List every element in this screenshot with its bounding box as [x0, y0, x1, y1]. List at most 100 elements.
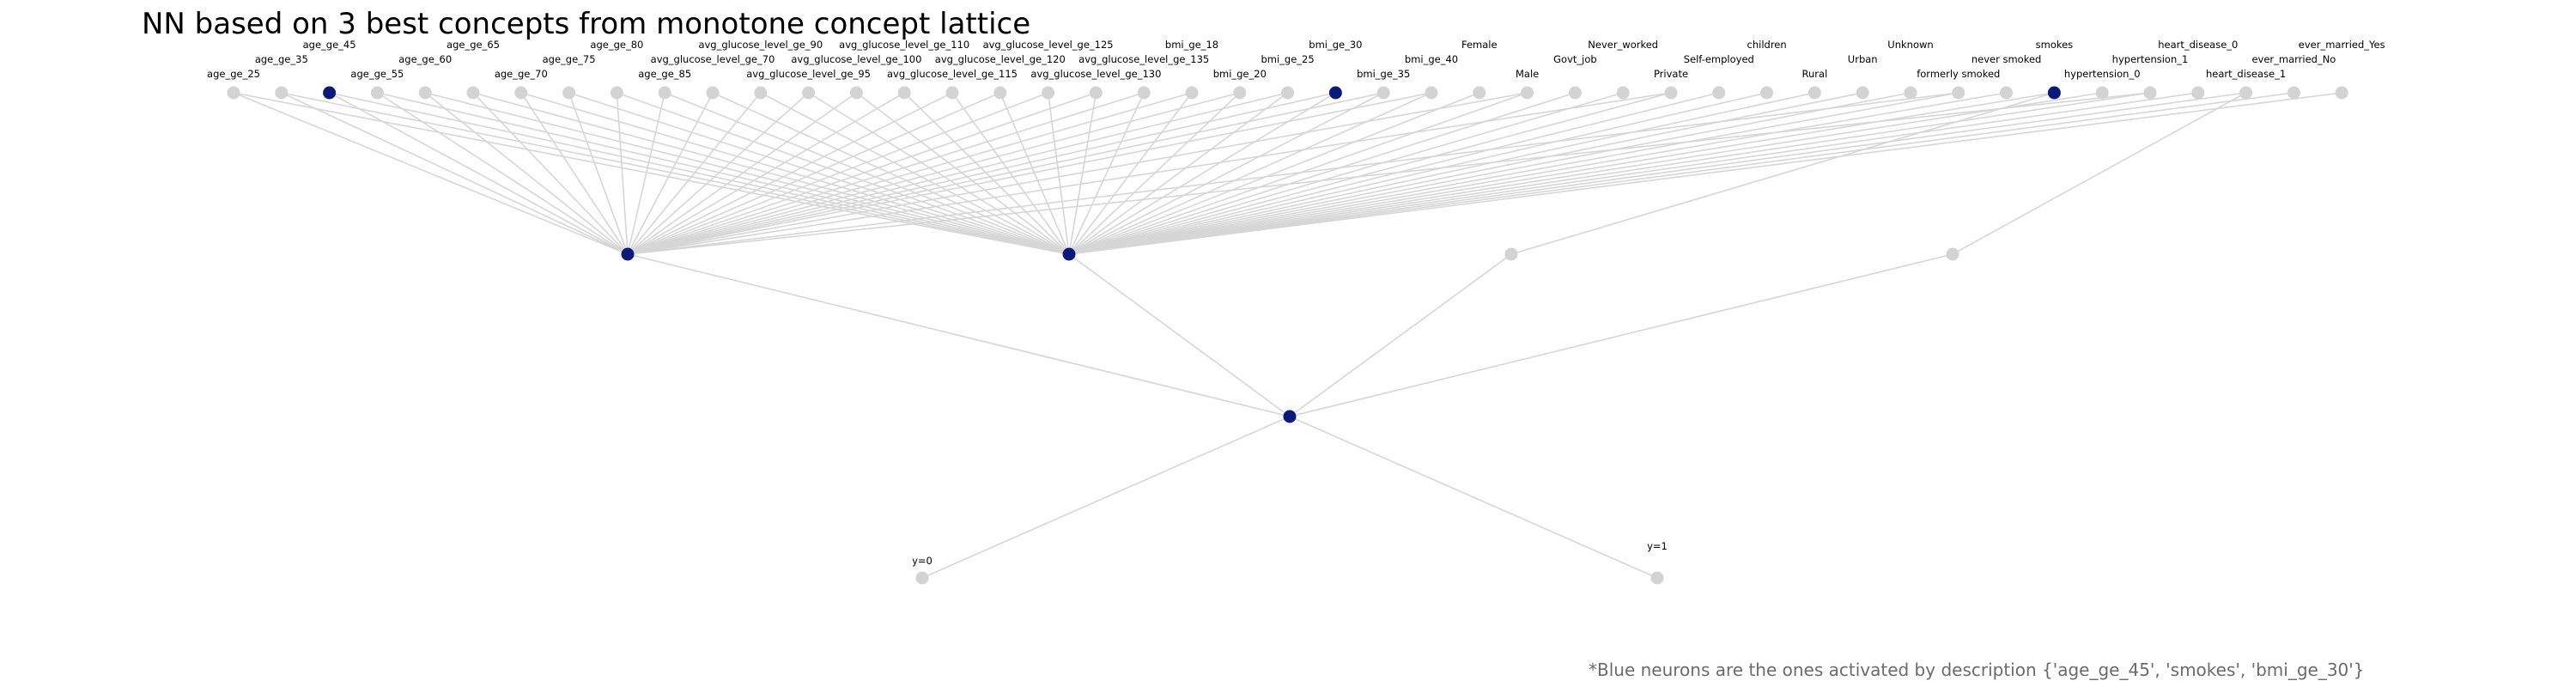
edge	[425, 92, 1070, 255]
neuron	[1521, 86, 1534, 100]
input-label: age_ge_45	[303, 39, 356, 51]
edge	[376, 92, 629, 255]
edge	[627, 92, 1048, 255]
neuron	[945, 86, 959, 100]
edge	[329, 92, 629, 255]
edge	[1068, 92, 1767, 255]
neuron-active	[323, 86, 337, 100]
input-label: age_ge_65	[447, 39, 500, 51]
neuron	[1807, 86, 1821, 100]
edge	[760, 92, 1070, 255]
label-layer: age_ge_25 age_ge_35 age_ge_45 age_ge_55 age_…	[207, 39, 2385, 567]
input-label: heart_disease_1	[2206, 68, 2286, 80]
edge	[664, 92, 1070, 255]
input-label: age_ge_25	[207, 68, 260, 80]
edge	[233, 92, 1070, 255]
input-label: smokes	[2036, 39, 2074, 51]
input-label: Unknown	[1887, 39, 1933, 51]
edge	[1068, 92, 2007, 255]
edge	[627, 92, 1384, 255]
edge	[627, 92, 2151, 255]
neuron	[1616, 86, 1630, 100]
edge	[627, 92, 1528, 255]
edge	[1068, 92, 1193, 255]
edge	[627, 92, 1959, 255]
neuron	[993, 86, 1007, 100]
edge	[627, 92, 1241, 255]
edge	[424, 92, 629, 255]
input-label: avg_glucose_level_ge_95	[746, 68, 871, 80]
edge	[627, 92, 665, 255]
input-label: ever_married_No	[2251, 53, 2336, 65]
edge	[999, 92, 1070, 255]
neuron-active	[1283, 410, 1297, 423]
edge	[1289, 253, 1512, 417]
edge	[1068, 92, 2198, 255]
edge	[627, 92, 1288, 255]
edge	[1068, 92, 1384, 255]
input-label: Never_worked	[1588, 39, 1658, 51]
neuron	[1952, 86, 1965, 100]
edge	[1068, 92, 2055, 255]
edge	[627, 92, 810, 255]
edge	[1068, 92, 1289, 255]
edge	[329, 92, 1070, 255]
edge	[627, 92, 1336, 255]
edge	[1068, 92, 1624, 255]
input-label: Self-employed	[1684, 53, 1754, 65]
edge	[1068, 92, 1480, 255]
edge	[617, 92, 1070, 255]
edge	[1047, 92, 1070, 255]
input-label: avg_glucose_level_ge_115	[887, 68, 1018, 80]
neuron	[1946, 247, 1959, 261]
output-label: y=1	[1647, 540, 1668, 552]
edge	[627, 92, 1145, 255]
output-label: y=0	[912, 555, 933, 567]
edge	[855, 92, 1070, 255]
neuron	[1089, 86, 1103, 100]
edge	[1068, 253, 1291, 417]
input-label: age_ge_70	[495, 68, 548, 80]
edge	[627, 92, 762, 255]
input-label: bmi_ge_18	[1165, 39, 1218, 51]
edge	[627, 253, 1291, 417]
edge	[627, 92, 905, 255]
input-label: bmi_ge_30	[1309, 39, 1362, 51]
input-label: age_ge_85	[638, 68, 691, 80]
edge	[1289, 253, 1953, 417]
neuron-active	[2047, 86, 2061, 100]
edge	[520, 92, 1070, 255]
neuron	[1712, 86, 1726, 100]
edge	[627, 92, 953, 255]
input-label: Female	[1461, 39, 1498, 51]
edge-layer	[233, 92, 2342, 579]
edge	[1068, 92, 2151, 255]
edge	[1068, 92, 1911, 255]
input-label: age_ge_55	[350, 68, 404, 80]
edge	[1068, 92, 2294, 255]
edge	[1068, 92, 1672, 255]
neuron	[1425, 86, 1438, 100]
input-label: avg_glucose_level_ge_90	[698, 39, 823, 51]
neuron	[1473, 86, 1486, 100]
neuron	[1650, 571, 1664, 585]
edge	[951, 92, 1070, 255]
neuron	[514, 86, 528, 100]
input-label: avg_glucose_level_ge_130	[1030, 68, 1161, 80]
input-label: avg_glucose_level_ge_100	[791, 53, 921, 65]
edge	[233, 92, 629, 255]
neuron	[658, 86, 671, 100]
edge	[627, 92, 1001, 255]
input-label: age_ge_80	[590, 39, 643, 51]
input-label: Private	[1654, 68, 1688, 80]
neuron-active	[621, 247, 635, 261]
input-label: formerly smoked	[1917, 68, 2000, 80]
edge	[1068, 92, 1815, 255]
input-label: age_ge_35	[255, 53, 308, 65]
edge	[1289, 416, 1658, 579]
input-label: Urban	[1848, 53, 1878, 65]
edge	[1068, 92, 1959, 255]
edge	[1068, 92, 2103, 255]
